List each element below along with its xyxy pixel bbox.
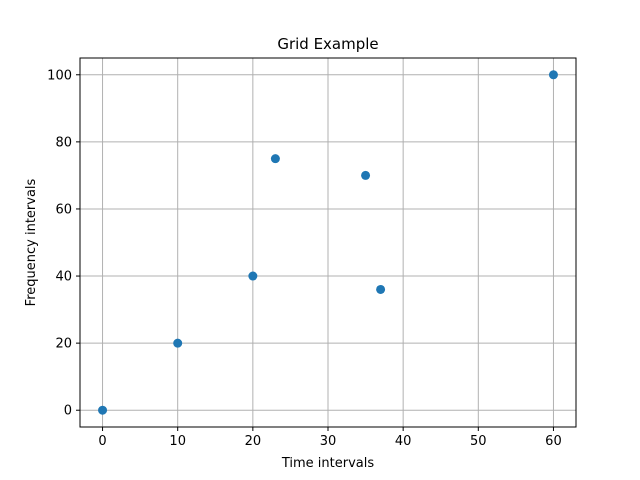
x-tick-label: 20: [245, 434, 262, 449]
chart-title: Grid Example: [277, 35, 378, 53]
y-tick-label: 60: [55, 202, 72, 217]
y-tick-label: 20: [55, 337, 72, 352]
scatter-point: [248, 271, 258, 281]
scatter-point: [548, 70, 558, 80]
scatter-point: [376, 284, 386, 294]
x-tick-label: 40: [395, 434, 412, 449]
x-tick-label: 0: [98, 434, 106, 449]
scatter-point: [98, 405, 108, 415]
y-tick-label: 40: [55, 270, 72, 285]
x-tick-label: 30: [320, 434, 337, 449]
y-tick-label: 100: [47, 68, 72, 83]
grid-lines: [80, 58, 576, 427]
scatter-point: [361, 170, 371, 180]
x-tick-label: 60: [545, 434, 562, 449]
data-points: [98, 70, 558, 415]
scatter-point: [270, 154, 280, 164]
x-tick-label: 50: [470, 434, 487, 449]
x-axis-label: Time intervals: [281, 456, 375, 471]
axis-ticks: 0 10 20 30 40 50 60 0 20 40 60 80 100: [47, 68, 562, 449]
y-axis-label: Frequency intervals: [24, 178, 39, 306]
y-tick-label: 80: [55, 135, 72, 150]
scatter-point: [173, 338, 183, 348]
y-tick-label: 0: [64, 404, 72, 419]
x-tick-label: 10: [169, 434, 186, 449]
